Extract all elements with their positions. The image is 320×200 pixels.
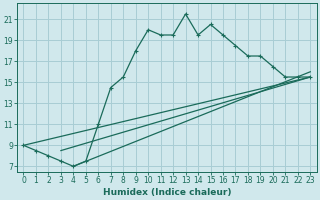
X-axis label: Humidex (Indice chaleur): Humidex (Indice chaleur) [103,188,231,197]
